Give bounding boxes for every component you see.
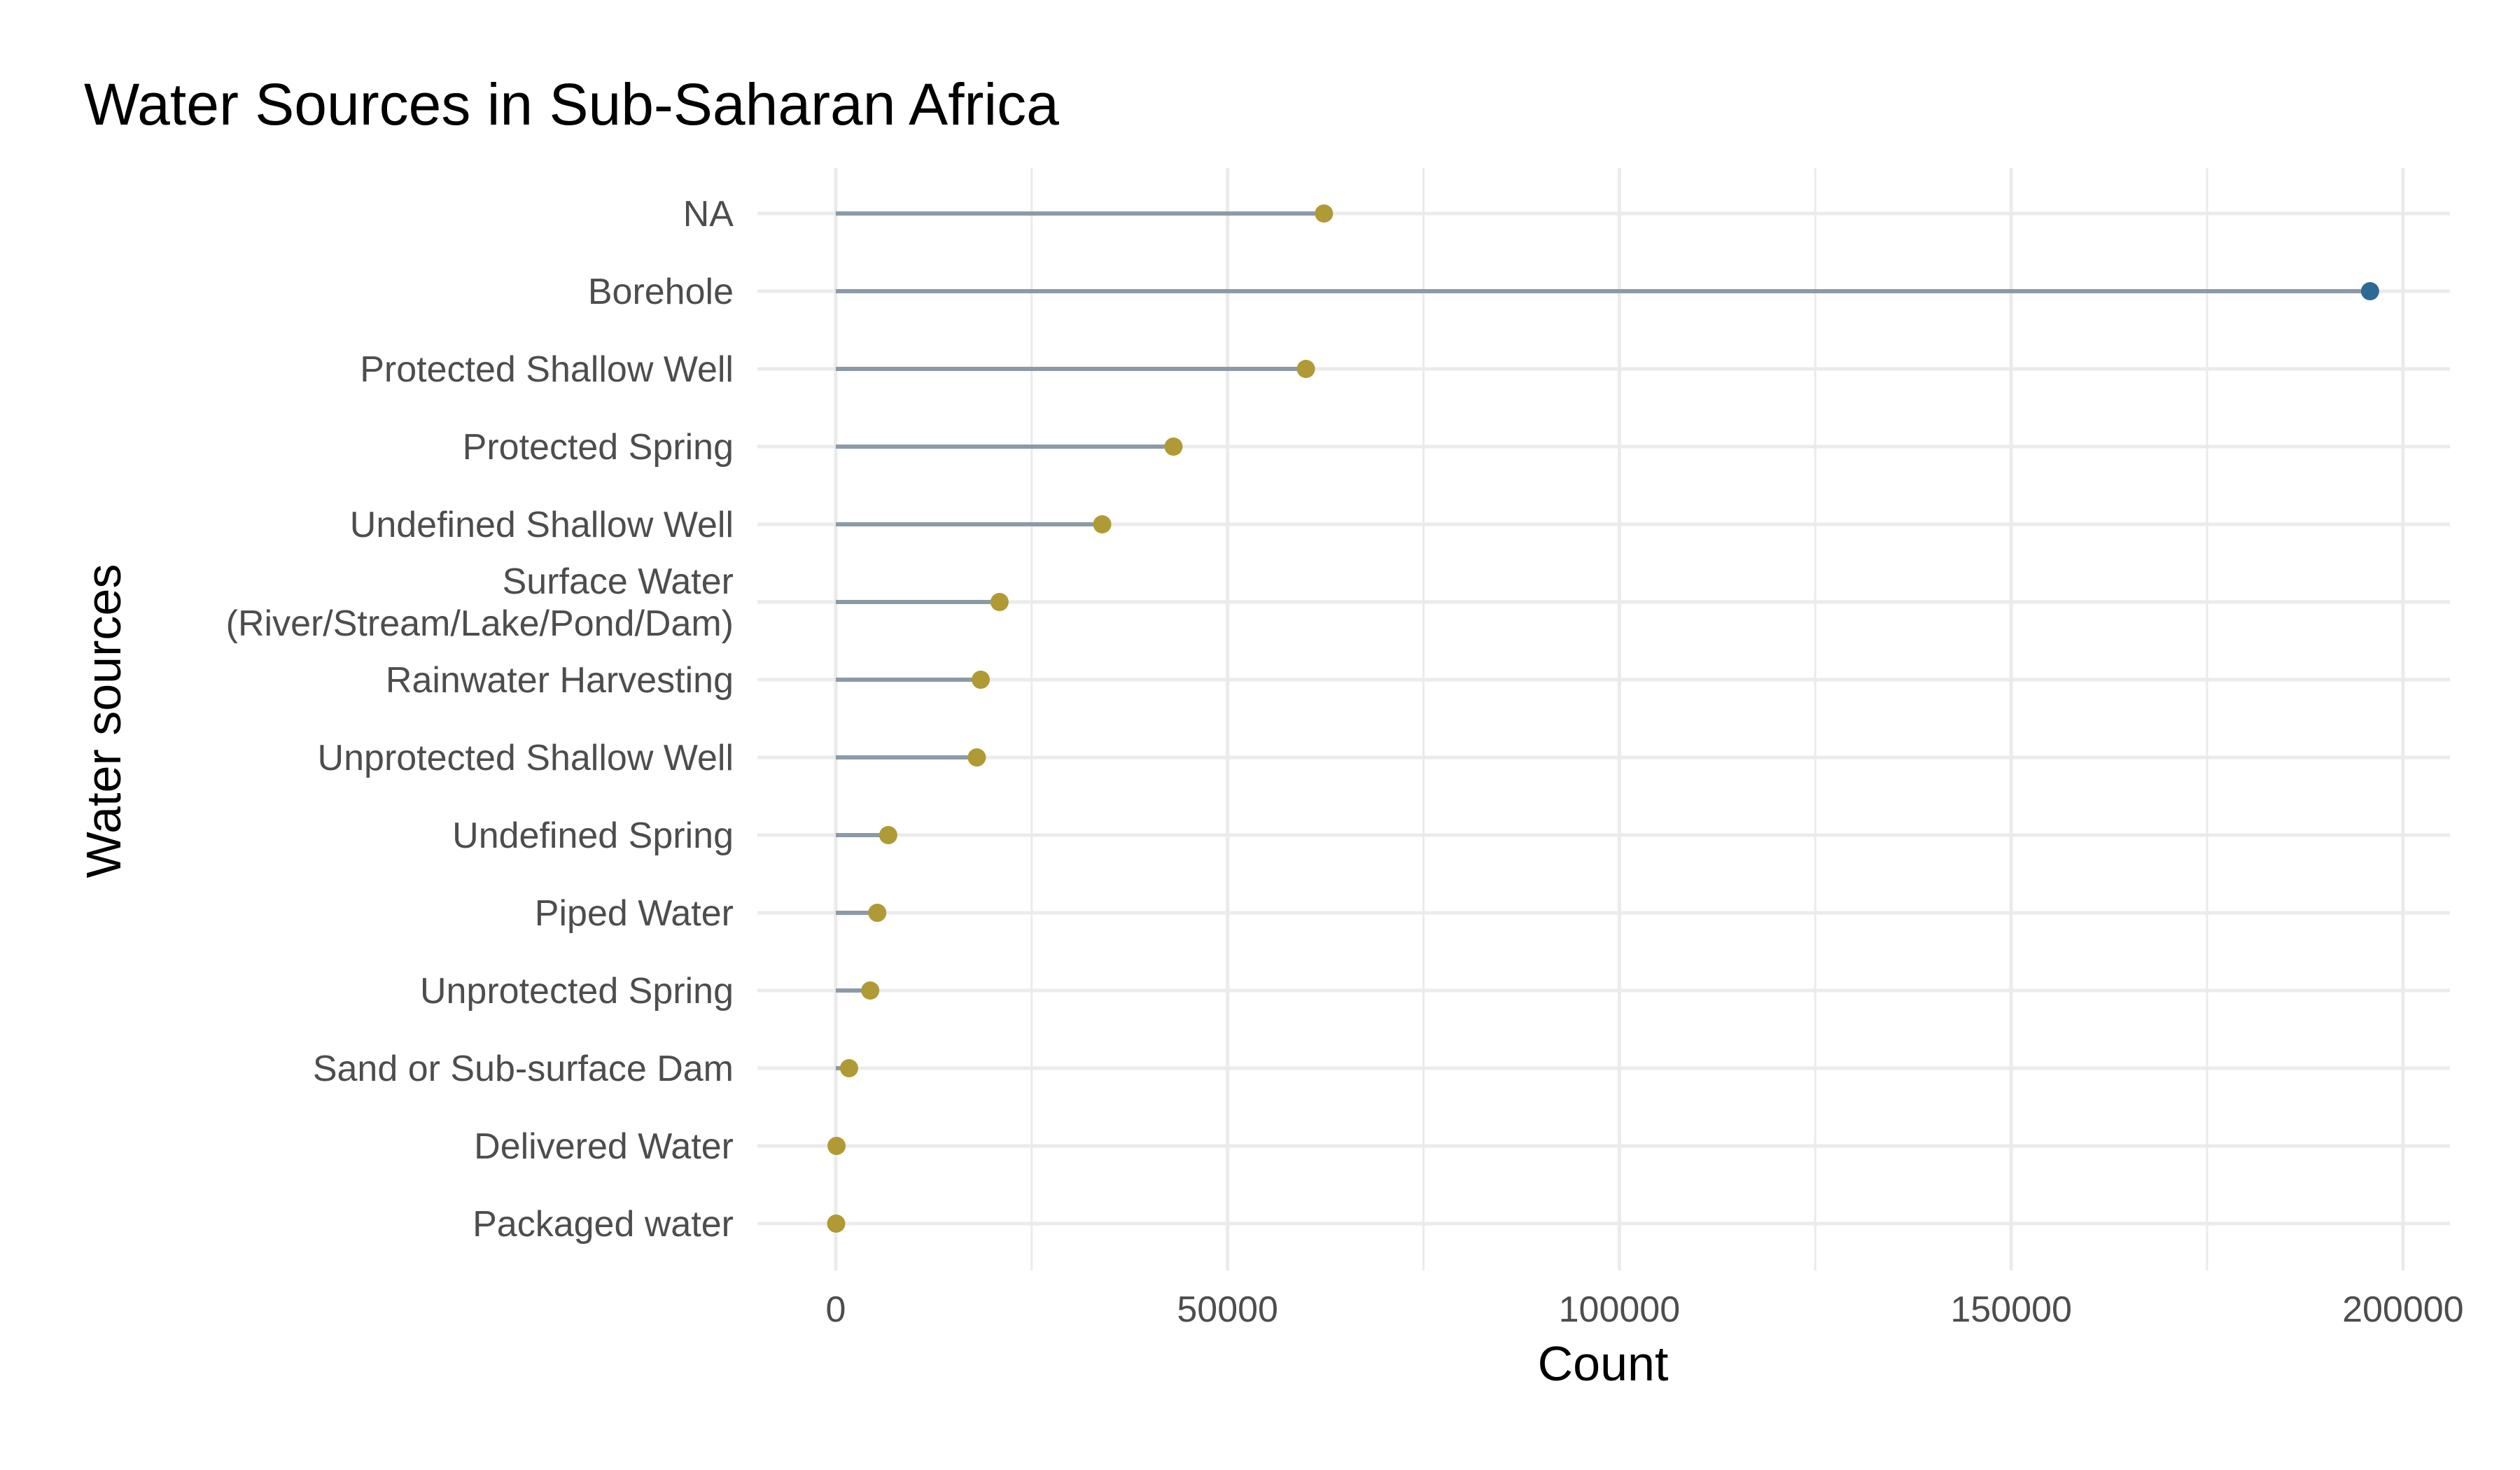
x-tick-label: 50000 bbox=[1177, 1289, 1278, 1330]
y-axis-title: Water sources bbox=[76, 564, 131, 878]
lollipop-point bbox=[1093, 515, 1112, 533]
y-axis-tick-labels: NA Borehole Protected Shallow Well Protecte… bbox=[226, 194, 734, 1245]
lollipop-point bbox=[839, 1059, 858, 1077]
y-tick-label: NA bbox=[683, 194, 734, 234]
y-tick-label: Unprotected Spring bbox=[420, 971, 734, 1011]
x-tick-label: 100000 bbox=[1559, 1289, 1681, 1330]
x-axis-title: Count bbox=[1538, 1336, 1669, 1391]
y-tick-label: (River/Stream/Lake/Pond/Dam) bbox=[226, 603, 734, 644]
lollipop-point bbox=[878, 826, 897, 844]
lollipop-point bbox=[827, 1214, 846, 1233]
y-tick-label: Protected Spring bbox=[463, 427, 734, 468]
lollipop-stems bbox=[835, 211, 2370, 1226]
y-tick-label: Unprotected Shallow Well bbox=[318, 738, 734, 778]
x-axis-tick-labels: 0 50000 100000 150000 200000 bbox=[825, 1289, 2463, 1330]
y-tick-label: Packaged water bbox=[472, 1204, 734, 1245]
lollipop-point bbox=[972, 671, 990, 689]
lollipop-point bbox=[868, 904, 887, 922]
lollipop-point bbox=[861, 981, 880, 1000]
x-tick-label: 150000 bbox=[1950, 1289, 2072, 1330]
lollipop-point bbox=[827, 1137, 846, 1155]
y-tick-label: Undefined Spring bbox=[452, 816, 734, 856]
y-tick-label: Piped Water bbox=[535, 893, 734, 934]
lollipop-point bbox=[1315, 204, 1334, 223]
y-tick-label: Undefined Shallow Well bbox=[350, 505, 734, 545]
y-tick-label: Protected Shallow Well bbox=[360, 349, 734, 390]
chart-title: Water Sources in Sub-Saharan Africa bbox=[84, 71, 1059, 137]
y-tick-label: Surface Water bbox=[503, 561, 734, 602]
lollipop-point bbox=[1164, 438, 1183, 456]
lollipop-point bbox=[2360, 282, 2379, 300]
y-tick-label: Borehole bbox=[588, 272, 734, 312]
y-tick-label: Sand or Sub-surface Dam bbox=[313, 1049, 734, 1089]
x-tick-label: 200000 bbox=[2342, 1289, 2464, 1330]
y-tick-label: Delivered Water bbox=[474, 1126, 734, 1167]
lollipop-point bbox=[967, 748, 986, 766]
lollipop-point bbox=[990, 593, 1009, 611]
lollipop-point bbox=[1296, 360, 1315, 378]
lollipop-points bbox=[827, 204, 2379, 1233]
x-tick-label: 0 bbox=[825, 1289, 846, 1330]
y-tick-label: Rainwater Harvesting bbox=[386, 660, 734, 701]
